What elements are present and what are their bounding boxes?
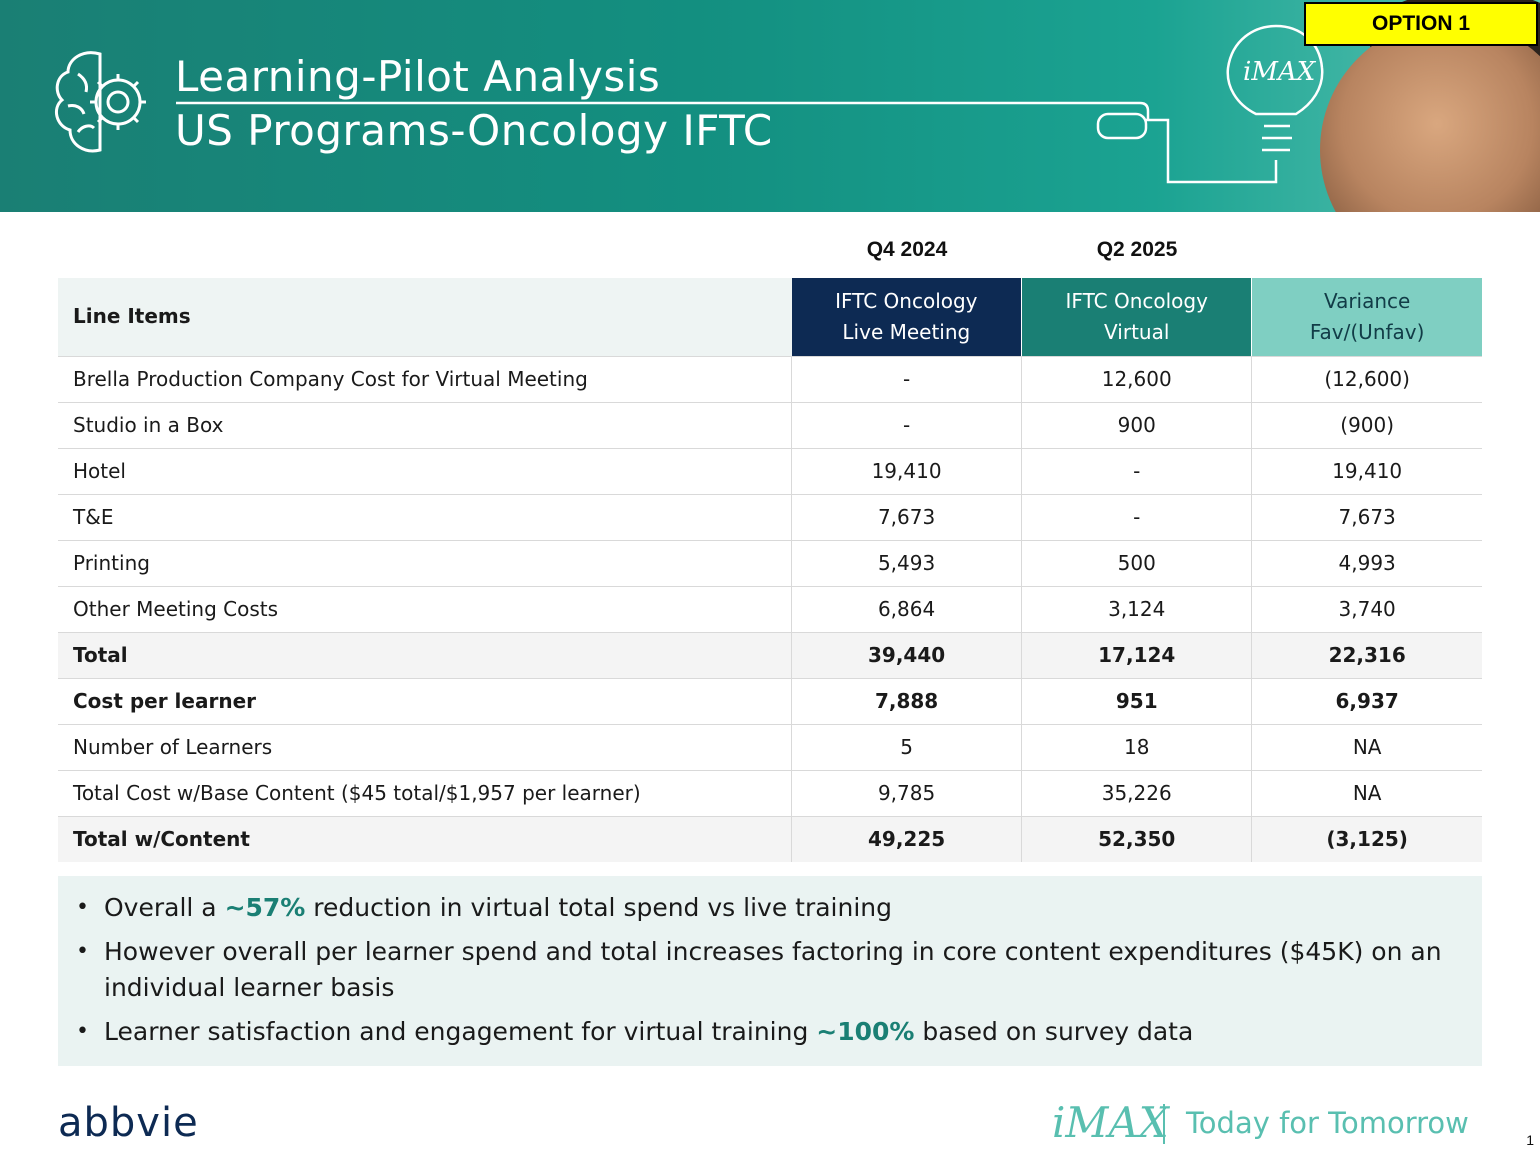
footer-tagline: Today for Tomorrow bbox=[1186, 1106, 1469, 1140]
table-row-total: Total 39,440 17,124 22,316 bbox=[58, 632, 1482, 679]
row-label: Total Cost w/Base Content ($45 total/$1,… bbox=[58, 770, 792, 817]
bullet-icon: • bbox=[76, 895, 89, 920]
table-row: Total Cost w/Base Content ($45 total/$1,… bbox=[58, 770, 1482, 817]
table-row: Number of Learners 5 18 NA bbox=[58, 724, 1482, 771]
header-live-meeting: IFTC Oncology Live Meeting bbox=[791, 278, 1023, 357]
bullet-icon: • bbox=[76, 939, 89, 964]
table-row: Studio in a Box - 900 (900) bbox=[58, 402, 1482, 449]
live-value: 6,864 bbox=[790, 586, 1022, 633]
table-header-row: Line Items IFTC Oncology Live Meeting IF… bbox=[58, 278, 1482, 357]
note-2-text: However overall per learner spend and to… bbox=[104, 937, 1442, 1002]
virtual-value: 18 bbox=[1021, 724, 1252, 771]
virtual-value: 951 bbox=[1021, 678, 1252, 725]
live-value: 5 bbox=[790, 724, 1022, 771]
virtual-value: - bbox=[1021, 494, 1252, 541]
row-label: Printing bbox=[58, 540, 792, 587]
live-value: 39,440 bbox=[790, 632, 1022, 679]
live-value: 7,888 bbox=[790, 678, 1022, 725]
imax-logo: iMAX bbox=[1052, 1098, 1169, 1147]
bulb-imax-text: iMAX bbox=[1243, 57, 1317, 87]
header-live-meeting-line-1: IFTC Oncology bbox=[835, 288, 978, 313]
note-3-text: Learner satisfaction and engagement for … bbox=[104, 1017, 817, 1046]
live-value: 7,673 bbox=[790, 494, 1022, 541]
note-bullet-2: • However overall per learner spend and … bbox=[74, 934, 1462, 1006]
live-value: - bbox=[790, 402, 1022, 449]
lightbulb-icon: iMAX bbox=[176, 24, 1324, 184]
virtual-value: 500 bbox=[1021, 540, 1252, 587]
virtual-value: 12,600 bbox=[1021, 356, 1252, 403]
header-live-meeting-line-2: Live Meeting bbox=[842, 319, 971, 344]
bullet-icon: • bbox=[76, 1019, 89, 1044]
note-3-text-end: based on survey data bbox=[914, 1017, 1194, 1046]
variance-value: 7,673 bbox=[1251, 494, 1482, 541]
variance-value: (900) bbox=[1251, 402, 1482, 449]
row-label: Other Meeting Costs bbox=[58, 586, 792, 633]
header-variance-line-1: Variance bbox=[1323, 288, 1411, 313]
live-value: 9,785 bbox=[790, 770, 1022, 817]
header-virtual-line-2: Virtual bbox=[1104, 319, 1170, 344]
table-row: Printing 5,493 500 4,993 bbox=[58, 540, 1482, 587]
abbvie-logo: abbvie bbox=[58, 1100, 199, 1146]
header-variance: Variance Fav/(Unfav) bbox=[1251, 278, 1482, 357]
note-1-text-end: reduction in virtual total spend vs live… bbox=[305, 893, 893, 922]
table-row: Other Meeting Costs 6,864 3,124 3,740 bbox=[58, 586, 1482, 633]
variance-value: (12,600) bbox=[1251, 356, 1482, 403]
variance-value: NA bbox=[1251, 770, 1482, 817]
period-label-q2-2025: Q2 2025 bbox=[1096, 238, 1178, 261]
note-1-text: Overall a bbox=[104, 893, 225, 922]
table-row: Hotel 19,410 - 19,410 bbox=[58, 448, 1482, 495]
virtual-value: 35,226 bbox=[1021, 770, 1252, 817]
table-row: Brella Production Company Cost for Virtu… bbox=[58, 356, 1482, 403]
note-bullet-3: • Learner satisfaction and engagement fo… bbox=[74, 1014, 1462, 1050]
summary-notes: • Overall a ~57% reduction in virtual to… bbox=[58, 876, 1482, 1066]
row-label: Studio in a Box bbox=[58, 402, 792, 449]
header-variance-line-2: Fav/(Unfav) bbox=[1309, 319, 1425, 344]
virtual-value: 3,124 bbox=[1021, 586, 1252, 633]
row-label: Number of Learners bbox=[58, 724, 792, 771]
row-label: T&E bbox=[58, 494, 792, 541]
live-value: - bbox=[790, 356, 1022, 403]
table-row-total-with-content: Total w/Content 49,225 52,350 (3,125) bbox=[58, 816, 1482, 862]
variance-value: 6,937 bbox=[1251, 678, 1482, 725]
variance-value: NA bbox=[1251, 724, 1482, 771]
virtual-value: - bbox=[1021, 448, 1252, 495]
virtual-value: 52,350 bbox=[1021, 816, 1252, 862]
page-title-line-2: US Programs-Oncology IFTC bbox=[175, 106, 773, 155]
row-label: Hotel bbox=[58, 448, 792, 495]
header-virtual-line-1: IFTC Oncology bbox=[1065, 288, 1208, 313]
live-value: 5,493 bbox=[790, 540, 1022, 587]
virtual-value: 17,124 bbox=[1021, 632, 1252, 679]
note-3-highlight: ~100% bbox=[816, 1017, 915, 1046]
table-row-cost-per-learner: Cost per learner 7,888 951 6,937 bbox=[58, 678, 1482, 725]
header-virtual: IFTC Oncology Virtual bbox=[1021, 278, 1253, 357]
variance-value: 4,993 bbox=[1251, 540, 1482, 587]
footer-divider bbox=[1163, 1104, 1165, 1144]
table-row: T&E 7,673 - 7,673 bbox=[58, 494, 1482, 541]
row-label: Total bbox=[58, 632, 792, 679]
variance-value: 22,316 bbox=[1251, 632, 1482, 679]
row-label: Cost per learner bbox=[58, 678, 792, 725]
page-title-line-1: Learning-Pilot Analysis bbox=[175, 52, 661, 101]
variance-value: (3,125) bbox=[1251, 816, 1482, 862]
virtual-value: 900 bbox=[1021, 402, 1252, 449]
live-value: 49,225 bbox=[790, 816, 1022, 862]
period-label-q4-2024: Q4 2024 bbox=[866, 238, 948, 261]
variance-value: 3,740 bbox=[1251, 586, 1482, 633]
row-label: Total w/Content bbox=[58, 816, 792, 862]
note-bullet-1: • Overall a ~57% reduction in virtual to… bbox=[74, 890, 1462, 926]
row-label: Brella Production Company Cost for Virtu… bbox=[58, 356, 792, 403]
page-number: 1 bbox=[1526, 1132, 1534, 1148]
note-1-highlight: ~57% bbox=[224, 893, 306, 922]
cost-comparison-table: Line Items IFTC Oncology Live Meeting IF… bbox=[58, 278, 1482, 862]
variance-value: 19,410 bbox=[1251, 448, 1482, 495]
option-badge: OPTION 1 bbox=[1304, 2, 1538, 46]
header-line-items: Line Items bbox=[58, 278, 792, 357]
live-value: 19,410 bbox=[790, 448, 1022, 495]
brain-gear-icon bbox=[54, 51, 146, 153]
